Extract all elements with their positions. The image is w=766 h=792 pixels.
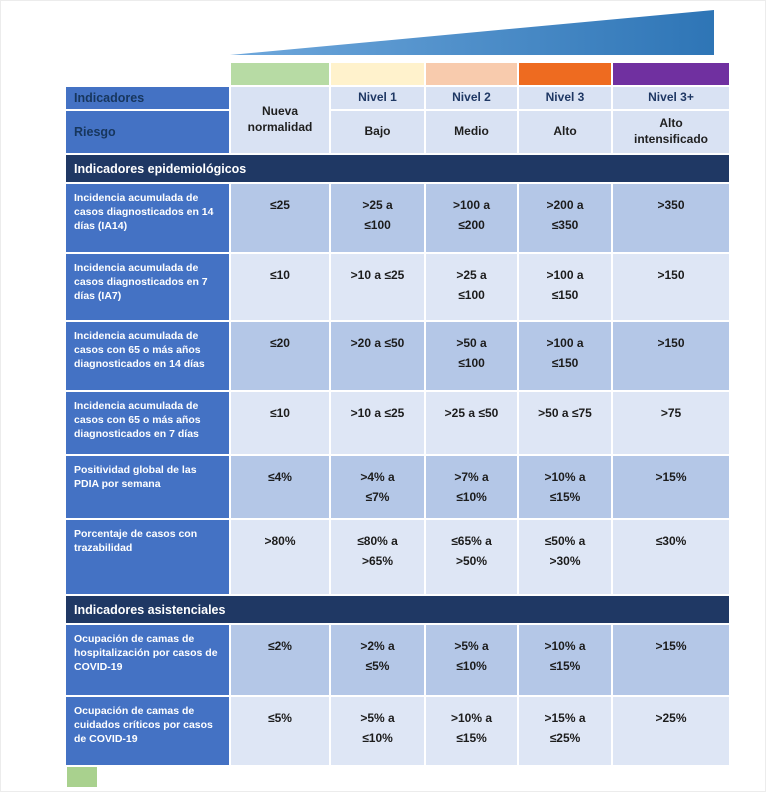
swatch-row-spacer xyxy=(66,63,229,85)
value-cell: ≤5% xyxy=(231,697,329,765)
row-label-ia14: Incidencia acumulada de casos diagnostic… xyxy=(66,184,229,252)
value-cell: >5% a ≤10% xyxy=(331,697,424,765)
footer-green-mark xyxy=(67,767,97,787)
nivel-3-plus-header: Nivel 3+ xyxy=(613,87,729,109)
value-cell: >2% a ≤5% xyxy=(331,625,424,695)
value-cell: >100 a ≤150 xyxy=(519,254,611,320)
value-cell: ≤2% xyxy=(231,625,329,695)
value-cell: >25% xyxy=(613,697,729,765)
value-cell: >10 a ≤25 xyxy=(331,254,424,320)
row-label-ia14-mayores-65: Incidencia acumulada de casos con 65 o m… xyxy=(66,322,229,390)
value-cell: >50 a ≤100 xyxy=(426,322,517,390)
medio-header: Medio xyxy=(426,111,517,153)
row-label-ocupacion-hospitalizacion: Ocupación de camas de hospitalización po… xyxy=(66,625,229,695)
value-cell: ≤30% xyxy=(613,520,729,594)
value-cell: >15% xyxy=(613,456,729,518)
value-cell: ≤80% a >65% xyxy=(331,520,424,594)
value-cell: >10% a ≤15% xyxy=(519,456,611,518)
row-label-ocupacion-criticos: Ocupación de camas de cuidados críticos … xyxy=(66,697,229,765)
row-label-ia7-mayores-65: Incidencia acumulada de casos con 65 o m… xyxy=(66,392,229,454)
level-swatch-nivel-3-plus xyxy=(613,63,729,85)
row-label-positividad-pdia: Positividad global de las PDIA por seman… xyxy=(66,456,229,518)
value-cell: >20 a ≤50 xyxy=(331,322,424,390)
section-header-epidemiologicos: Indicadores epidemiológicos xyxy=(66,155,729,182)
level-swatch-nueva-normalidad xyxy=(231,63,329,85)
value-cell: >15% xyxy=(613,625,729,695)
nivel-2-header: Nivel 2 xyxy=(426,87,517,109)
value-cell: >10% a ≤15% xyxy=(426,697,517,765)
value-cell: >80% xyxy=(231,520,329,594)
riesgo-header: Riesgo xyxy=(66,111,229,153)
value-cell: >25 a ≤100 xyxy=(426,254,517,320)
alto-header: Alto xyxy=(519,111,611,153)
value-cell: >10% a ≤15% xyxy=(519,625,611,695)
risk-indicators-table: Indicadores Nueva normalidad Nivel 1 Niv… xyxy=(66,63,729,765)
value-cell: >50 a ≤75 xyxy=(519,392,611,454)
nueva-normalidad-header: Nueva normalidad xyxy=(231,87,329,153)
value-cell: >150 xyxy=(613,254,729,320)
value-cell: >100 a ≤150 xyxy=(519,322,611,390)
value-cell: >7% a ≤10% xyxy=(426,456,517,518)
value-cell: ≤20 xyxy=(231,322,329,390)
alto-intensificado-header: Alto intensificado xyxy=(613,111,729,153)
value-cell: >350 xyxy=(613,184,729,252)
value-cell: >150 xyxy=(613,322,729,390)
indicadores-header: Indicadores xyxy=(66,87,229,109)
value-cell: ≤65% a >50% xyxy=(426,520,517,594)
bajo-header: Bajo xyxy=(331,111,424,153)
value-cell: >15% a ≤25% xyxy=(519,697,611,765)
value-cell: >75 xyxy=(613,392,729,454)
level-swatch-nivel-1 xyxy=(331,63,424,85)
value-cell: ≤25 xyxy=(231,184,329,252)
value-cell: ≤10 xyxy=(231,392,329,454)
value-cell: >25 a ≤100 xyxy=(331,184,424,252)
section-header-asistenciales: Indicadores asistenciales xyxy=(66,596,729,623)
value-cell: >200 a ≤350 xyxy=(519,184,611,252)
value-cell: ≤50% a >30% xyxy=(519,520,611,594)
value-cell: >5% a ≤10% xyxy=(426,625,517,695)
level-swatch-nivel-3 xyxy=(519,63,611,85)
value-cell: >10 a ≤25 xyxy=(331,392,424,454)
level-swatch-nivel-2 xyxy=(426,63,517,85)
growth-wedge-icon xyxy=(230,10,714,55)
value-cell: >4% a ≤7% xyxy=(331,456,424,518)
nivel-1-header: Nivel 1 xyxy=(331,87,424,109)
row-label-ia7: Incidencia acumulada de casos diagnostic… xyxy=(66,254,229,320)
nivel-3-header: Nivel 3 xyxy=(519,87,611,109)
value-cell: ≤4% xyxy=(231,456,329,518)
value-cell: ≤10 xyxy=(231,254,329,320)
value-cell: >100 a ≤200 xyxy=(426,184,517,252)
row-label-trazabilidad: Porcentaje de casos con trazabilidad xyxy=(66,520,229,594)
value-cell: >25 a ≤50 xyxy=(426,392,517,454)
